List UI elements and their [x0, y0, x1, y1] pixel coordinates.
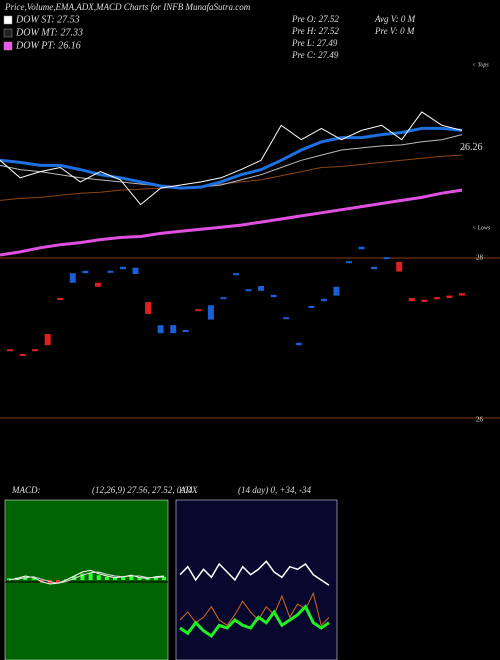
adx-params: (14 day) 0, +34, -34 — [238, 485, 312, 495]
candle — [446, 295, 453, 298]
page-title: Price,Volume,EMA,ADX,MACD Charts for INF… — [4, 2, 251, 12]
quote-low: Pre L: 27.49 — [291, 38, 338, 48]
candle — [333, 286, 340, 296]
candle — [308, 306, 315, 308]
prev-volume: Pre V: 0 M — [374, 26, 415, 36]
candle — [346, 261, 352, 264]
adx-label: ADX — [179, 485, 198, 495]
candle — [157, 325, 164, 334]
y-tick-label: 26.26 — [460, 142, 483, 153]
histogram-bar — [162, 576, 166, 580]
quote-open: Pre O: 27.52 — [291, 14, 339, 24]
candle — [207, 305, 214, 320]
histogram-bar — [104, 576, 109, 580]
candle — [396, 262, 403, 272]
candle — [7, 349, 13, 352]
candle — [320, 298, 327, 302]
candle — [421, 299, 428, 302]
series-line — [0, 126, 463, 190]
legend-swatch — [3, 15, 13, 25]
series-line — [8, 569, 165, 585]
candle — [358, 246, 365, 250]
candle — [233, 273, 239, 276]
histogram-bar — [113, 577, 118, 580]
series-line — [0, 111, 463, 206]
candle — [258, 286, 265, 291]
histogram-bar — [96, 575, 101, 580]
y-tick-label: 28 — [476, 254, 484, 262]
legend-label: DOW PT: 26.16 — [15, 40, 81, 51]
histogram-bar — [137, 577, 142, 580]
candle — [270, 294, 277, 298]
legend-label: DOW MT: 27.33 — [15, 27, 83, 38]
candle — [245, 289, 252, 292]
tops-annotation: < Tops — [472, 62, 489, 68]
legend-swatch — [3, 28, 13, 38]
panel — [175, 499, 338, 660]
candle — [459, 293, 465, 296]
candle — [383, 257, 390, 260]
candle — [44, 334, 51, 346]
candle — [107, 270, 114, 273]
series-line — [9, 571, 165, 584]
histogram-bar — [129, 576, 134, 580]
histogram-bar — [80, 573, 85, 580]
candle — [182, 330, 189, 332]
avg-volume: Avg V: 0 M — [374, 14, 416, 24]
quote-close: Pre C: 27.49 — [291, 50, 339, 60]
candle — [69, 273, 76, 283]
series-line — [179, 604, 330, 639]
candle — [283, 317, 290, 320]
lows-annotation: < Lows — [472, 225, 491, 231]
candle — [19, 354, 26, 356]
macd-label: MACD: — [11, 485, 41, 495]
candle — [220, 297, 227, 300]
candle — [94, 282, 101, 287]
candle — [170, 325, 177, 334]
candle — [433, 297, 440, 300]
candle — [132, 267, 139, 274]
histogram-bar — [153, 577, 158, 580]
legend-swatch — [3, 41, 13, 51]
series-line — [179, 560, 330, 586]
histogram-bar — [55, 580, 60, 584]
histogram-bar — [121, 576, 126, 580]
series-line — [0, 188, 463, 257]
candle — [295, 342, 302, 346]
histogram-bar — [31, 578, 36, 580]
quote-high: Pre H: 27.52 — [291, 26, 339, 36]
candle — [145, 302, 152, 314]
histogram-bar — [145, 578, 150, 580]
series-line — [0, 134, 463, 189]
y-tick-label: 26 — [476, 416, 484, 424]
candle — [82, 270, 89, 274]
candle — [195, 309, 202, 312]
panel — [4, 499, 169, 660]
candle — [371, 266, 378, 270]
legend-label: DOW ST: 27.53 — [15, 14, 80, 25]
candle — [57, 298, 64, 300]
candle — [408, 298, 415, 302]
histogram-bar — [23, 576, 28, 580]
histogram-bar — [88, 572, 93, 580]
candle — [120, 266, 126, 270]
macd-params: (12,26,9) 27.56, 27.52, 0.04 — [92, 485, 193, 495]
candle — [32, 349, 39, 352]
